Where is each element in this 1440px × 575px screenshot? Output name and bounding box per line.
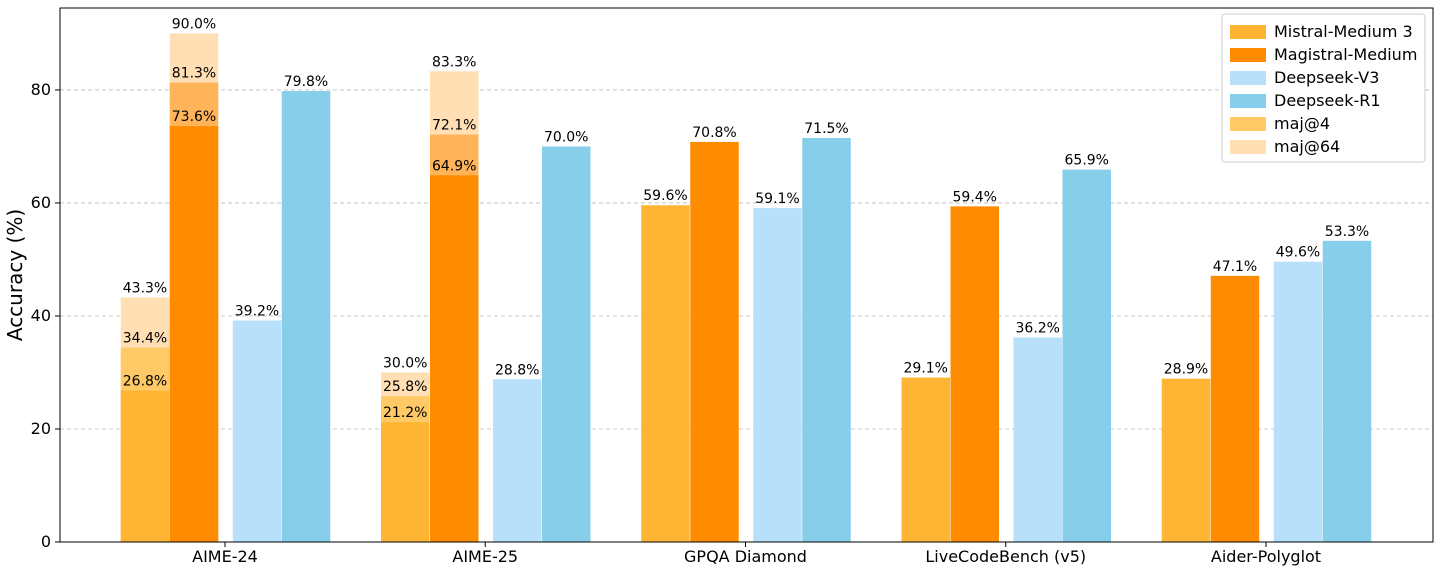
bar bbox=[753, 208, 802, 543]
y-tick-label: 80 bbox=[31, 80, 51, 99]
legend-label: maj@4 bbox=[1274, 114, 1330, 133]
legend-swatch bbox=[1230, 94, 1266, 108]
bar bbox=[232, 320, 282, 542]
bar bbox=[1161, 378, 1211, 542]
value-label: 53.3% bbox=[1325, 224, 1369, 240]
x-tick-label: Aider-Polyglot bbox=[1211, 547, 1321, 566]
value-label: 59.4% bbox=[953, 189, 997, 205]
value-label: 71.5% bbox=[804, 121, 848, 137]
bar bbox=[493, 379, 542, 542]
value-label: 72.1% bbox=[432, 118, 476, 134]
value-label: 49.6% bbox=[1276, 245, 1320, 261]
value-label: 59.1% bbox=[755, 191, 799, 207]
value-label: 47.1% bbox=[1213, 259, 1257, 275]
value-label: 64.9% bbox=[432, 158, 476, 174]
value-label: 70.0% bbox=[544, 129, 588, 145]
value-label: 34.4% bbox=[123, 331, 167, 347]
bar bbox=[690, 141, 739, 542]
y-tick-label: 60 bbox=[31, 193, 51, 212]
legend-label: maj@64 bbox=[1274, 137, 1340, 156]
bar bbox=[381, 422, 430, 542]
bar bbox=[1273, 261, 1323, 542]
legend-swatch bbox=[1230, 140, 1266, 154]
bar bbox=[1062, 169, 1111, 542]
legend-label: Deepseek-R1 bbox=[1274, 91, 1381, 110]
value-label: 90.0% bbox=[172, 16, 216, 32]
legend-swatch bbox=[1230, 48, 1266, 62]
value-label: 65.9% bbox=[1065, 153, 1109, 169]
x-tick-label: AIME-25 bbox=[452, 547, 518, 566]
bar bbox=[542, 146, 591, 542]
value-label: 25.8% bbox=[383, 379, 427, 395]
value-label: 21.2% bbox=[383, 405, 427, 421]
value-label: 70.8% bbox=[692, 125, 736, 141]
plot-frame bbox=[59, 7, 1434, 543]
bar bbox=[430, 175, 479, 542]
value-label: 36.2% bbox=[1016, 320, 1060, 336]
legend-box bbox=[1221, 13, 1426, 163]
value-label: 26.8% bbox=[123, 374, 167, 390]
bar bbox=[802, 137, 851, 542]
bar bbox=[281, 91, 331, 543]
legend-label: Deepseek-V3 bbox=[1274, 68, 1379, 87]
bar bbox=[120, 390, 170, 542]
y-tick-label: 20 bbox=[31, 419, 51, 438]
y-tick-label: 40 bbox=[31, 306, 51, 325]
bar bbox=[1013, 337, 1062, 542]
bar bbox=[641, 205, 690, 542]
value-label: 39.2% bbox=[235, 303, 279, 319]
value-label: 43.3% bbox=[123, 280, 167, 296]
value-label: 30.0% bbox=[383, 355, 427, 371]
bar bbox=[1210, 275, 1260, 542]
value-label: 59.6% bbox=[643, 188, 687, 204]
legend-swatch bbox=[1230, 117, 1266, 131]
legend-swatch bbox=[1230, 71, 1266, 85]
legend-label: Magistral-Medium bbox=[1274, 45, 1417, 64]
value-label: 28.8% bbox=[495, 362, 539, 378]
x-tick-label: GPQA Diamond bbox=[684, 547, 807, 566]
value-label: 29.1% bbox=[904, 361, 948, 377]
value-label: 81.3% bbox=[172, 66, 216, 82]
x-tick-label: LiveCodeBench (v5) bbox=[925, 547, 1086, 566]
bar bbox=[901, 377, 950, 542]
bar bbox=[1322, 240, 1372, 543]
bar bbox=[169, 126, 219, 542]
bar bbox=[950, 206, 999, 543]
y-axis-label: Accuracy (%) bbox=[3, 209, 27, 341]
y-tick-label: 0 bbox=[41, 532, 51, 551]
value-label: 79.8% bbox=[284, 74, 328, 90]
legend-swatch bbox=[1230, 25, 1266, 39]
legend-label: Mistral-Medium 3 bbox=[1274, 22, 1413, 41]
value-label: 28.9% bbox=[1164, 362, 1208, 378]
value-label: 83.3% bbox=[432, 54, 476, 70]
x-tick-label: AIME-24 bbox=[192, 547, 258, 566]
value-label: 73.6% bbox=[172, 109, 216, 125]
